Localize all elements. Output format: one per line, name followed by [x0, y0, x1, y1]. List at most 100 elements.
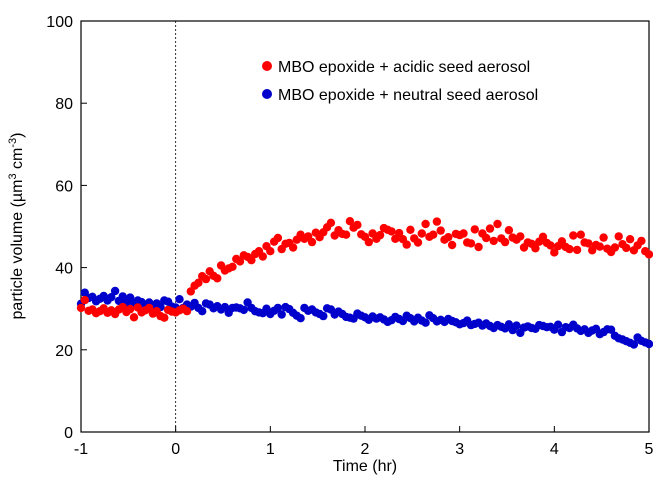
- acidic-data-point: [235, 257, 245, 266]
- acidic-data-point: [531, 244, 540, 253]
- neutral-data-point: [606, 325, 616, 334]
- legend-marker-neutral: [262, 89, 272, 99]
- series-neutral: [76, 286, 653, 349]
- acidic-data-point: [516, 232, 525, 241]
- acidic-data-point: [546, 241, 555, 250]
- acidic-data-point: [258, 252, 267, 261]
- x-axis-title: Time (hr): [333, 458, 397, 475]
- acidic-data-point: [482, 233, 491, 243]
- neutral-data-point: [277, 310, 286, 319]
- y-axis-title-main: particle volume (µm: [9, 180, 26, 320]
- y-tick-label: 80: [55, 96, 73, 113]
- y-tick-label: 40: [55, 261, 73, 278]
- acidic-data-point: [429, 230, 438, 239]
- y-axis-title: particle volume (µm3 cm-3): [7, 133, 26, 320]
- neutral-data-point: [296, 314, 305, 323]
- acidic-data-point: [436, 226, 445, 235]
- plot-frame: [80, 20, 650, 433]
- y-tick-label: 60: [55, 178, 73, 195]
- acidic-data-point: [447, 240, 457, 250]
- neutral-data-point: [319, 311, 328, 321]
- acidic-data-point: [182, 307, 192, 316]
- acidic-data-point: [622, 243, 631, 253]
- acidic-data-point: [413, 238, 423, 247]
- x-tick-label: 4: [550, 441, 559, 458]
- neutral-data-point: [118, 292, 127, 301]
- acidic-data-point: [485, 224, 495, 233]
- acidic-data-point: [493, 219, 502, 229]
- acidic-data-point: [345, 217, 355, 226]
- acidic-data-point: [444, 233, 453, 242]
- neutral-data-point: [512, 321, 521, 330]
- plot-area: [80, 20, 650, 433]
- acidic-data-point: [432, 217, 442, 226]
- x-tick-label: 5: [645, 441, 653, 458]
- x-tick-label: 3: [455, 441, 464, 458]
- neutral-data-point: [239, 305, 248, 315]
- y-tick-label: 100: [46, 14, 73, 31]
- acidic-data-point: [394, 228, 404, 238]
- acidic-data-point: [644, 250, 653, 259]
- neutral-data-point: [421, 318, 430, 327]
- acidic-data-point: [637, 236, 646, 246]
- acidic-data-point: [550, 248, 559, 257]
- neutral-data-point: [644, 339, 653, 349]
- legend-label-acidic: MBO epoxide + acidic seed aerosol: [278, 59, 530, 76]
- acidic-data-point: [307, 237, 317, 247]
- acidic-data-point: [160, 313, 169, 322]
- acidic-data-point: [201, 274, 211, 284]
- acidic-data-point: [474, 242, 483, 252]
- acidic-data-point: [80, 295, 90, 305]
- neutral-data-point: [553, 320, 563, 329]
- neutral-data-point: [198, 307, 207, 316]
- acidic-data-point: [625, 235, 635, 244]
- acidic-data-point: [387, 227, 396, 236]
- acidic-data-point: [288, 243, 298, 252]
- acidic-data-point: [353, 220, 362, 230]
- x-axis: -1 0 1 2 3 4 5: [74, 426, 653, 458]
- acidic-data-point: [572, 245, 582, 255]
- acidic-data-point: [341, 230, 351, 239]
- acidic-data-point: [599, 233, 608, 242]
- acidic-data-point: [504, 226, 514, 235]
- acidic-data-point: [610, 243, 620, 252]
- acidic-data-point: [584, 239, 593, 248]
- x-tick-label: -1: [74, 441, 88, 458]
- acidic-data-point: [417, 229, 426, 238]
- legend: MBO epoxide + acidic seed aerosol MBO ep…: [262, 59, 538, 104]
- y-axis-title-end: ): [9, 133, 26, 138]
- acidic-data-point: [421, 219, 430, 229]
- acidic-data-point: [273, 233, 283, 243]
- legend-label-neutral: MBO epoxide + neutral seed aerosol: [278, 87, 538, 104]
- acidic-data-point: [213, 274, 222, 283]
- neutral-data-point: [273, 303, 283, 313]
- acidic-data-point: [569, 231, 578, 240]
- legend-marker-acidic: [262, 61, 272, 71]
- y-axis-title-superscript-2: -3: [7, 138, 19, 148]
- acidic-data-point: [406, 225, 415, 234]
- acidic-data-point: [595, 242, 604, 251]
- neutral-data-point: [110, 286, 120, 296]
- acidic-data-point: [538, 232, 548, 241]
- acidic-data-point: [375, 230, 385, 240]
- x-tick-label: 0: [171, 441, 180, 458]
- x-tick-label: 2: [361, 441, 370, 458]
- y-axis-title-superscript-1: 3: [7, 173, 19, 179]
- acidic-data-point: [266, 247, 275, 256]
- neutral-data-point: [175, 295, 184, 304]
- acidic-data-point: [364, 237, 373, 247]
- y-axis-title-mid: cm: [9, 148, 26, 174]
- series-acidic: [76, 217, 653, 322]
- acidic-data-point: [228, 262, 237, 271]
- neutral-data-point: [107, 293, 116, 302]
- acidic-data-point: [129, 313, 139, 322]
- y-tick-label: 20: [55, 343, 73, 360]
- acidic-data-point: [576, 230, 585, 239]
- acidic-data-point: [76, 303, 86, 313]
- x-tick-label: 1: [266, 441, 275, 458]
- neutral-data-point: [629, 340, 639, 349]
- acidic-data-point: [326, 218, 336, 227]
- y-tick-label: 0: [64, 425, 73, 442]
- acidic-data-point: [489, 236, 498, 246]
- acidic-data-point: [194, 278, 203, 287]
